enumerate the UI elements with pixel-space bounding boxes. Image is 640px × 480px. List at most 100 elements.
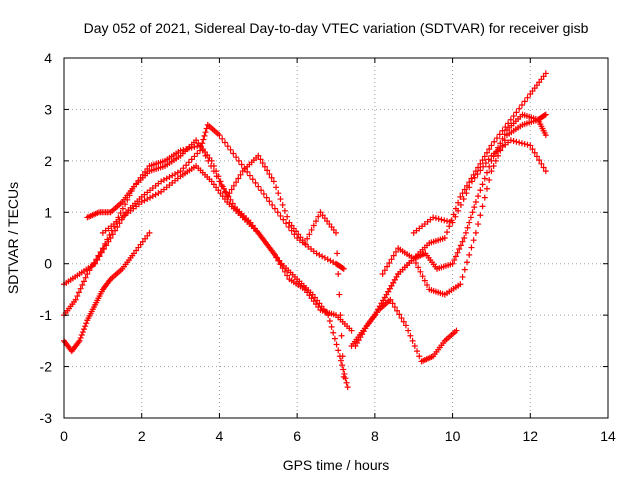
data-point xyxy=(93,256,100,263)
data-point xyxy=(533,153,540,160)
data-point xyxy=(483,185,490,192)
data-point xyxy=(201,132,208,139)
data-point xyxy=(255,152,262,159)
data-point xyxy=(486,163,493,170)
data-point xyxy=(339,265,346,272)
data-point xyxy=(455,207,462,214)
data-point xyxy=(77,285,84,292)
chart-title: Day 052 of 2021, Sidereal Day-to-day VTE… xyxy=(84,20,589,36)
data-point xyxy=(398,315,405,322)
data-point xyxy=(430,214,437,221)
data-point xyxy=(510,113,517,120)
plot-frame xyxy=(63,57,609,419)
data-point xyxy=(249,176,256,183)
data-point xyxy=(457,281,464,288)
data-point xyxy=(466,219,473,226)
data-layer xyxy=(61,70,549,391)
x-tick-label: 2 xyxy=(138,428,146,444)
data-point xyxy=(225,193,232,200)
x-tick-label: 12 xyxy=(522,428,538,444)
data-point xyxy=(266,171,273,178)
data-point xyxy=(310,222,317,229)
data-point xyxy=(100,246,107,253)
data-point xyxy=(328,323,335,330)
data-point xyxy=(407,332,414,339)
data-point xyxy=(308,226,315,233)
data-point xyxy=(235,175,242,182)
data-point xyxy=(340,373,347,380)
data-point xyxy=(315,213,322,220)
data-point xyxy=(444,218,451,225)
data-point xyxy=(229,200,236,207)
data-point xyxy=(96,253,103,260)
data-point xyxy=(269,201,276,208)
data-point xyxy=(177,168,184,175)
data-point xyxy=(388,256,395,263)
data-point xyxy=(227,146,234,153)
data-point xyxy=(97,248,104,255)
data-point xyxy=(470,171,477,178)
data-point xyxy=(84,271,91,277)
data-point xyxy=(435,215,442,222)
data-point xyxy=(419,273,426,280)
data-point xyxy=(464,259,471,266)
data-point xyxy=(394,307,401,314)
data-point xyxy=(284,213,291,220)
data-point xyxy=(542,132,549,139)
data-point xyxy=(348,327,355,334)
data-point xyxy=(518,140,525,147)
data-point xyxy=(457,193,464,200)
data-point xyxy=(469,209,476,216)
data-point xyxy=(466,184,473,191)
data-point xyxy=(86,267,93,274)
data-point xyxy=(217,178,224,185)
x-tick-label: 0 xyxy=(60,428,68,444)
series-arc-j xyxy=(410,137,549,236)
data-point xyxy=(396,311,403,318)
data-point xyxy=(486,176,493,183)
data-point xyxy=(275,257,282,264)
data-point xyxy=(479,181,486,188)
data-point xyxy=(444,229,451,236)
data-point xyxy=(541,112,548,119)
data-point xyxy=(402,322,409,329)
data-point xyxy=(491,138,498,145)
data-point xyxy=(216,132,223,139)
data-point xyxy=(95,252,102,259)
data-point xyxy=(477,212,484,219)
data-point xyxy=(263,194,270,201)
data-point xyxy=(416,353,423,360)
data-point xyxy=(338,332,345,339)
data-point xyxy=(475,193,482,200)
data-point xyxy=(107,235,114,241)
data-point xyxy=(510,138,517,145)
data-point xyxy=(277,196,284,203)
x-tick-label: 10 xyxy=(445,428,461,444)
data-point xyxy=(441,217,448,224)
data-point xyxy=(235,157,242,164)
data-point xyxy=(452,213,459,220)
data-point xyxy=(281,268,288,275)
data-point xyxy=(330,329,337,336)
data-point xyxy=(333,229,339,236)
data-point xyxy=(390,252,397,259)
data-point xyxy=(313,218,320,225)
data-point xyxy=(183,162,190,169)
data-point xyxy=(391,304,398,311)
data-point xyxy=(414,348,421,355)
data-point xyxy=(266,198,273,205)
data-point xyxy=(449,219,456,226)
y-tick-label: 4 xyxy=(44,50,52,66)
data-point xyxy=(74,293,81,300)
data-point xyxy=(270,178,277,185)
data-point xyxy=(507,137,514,144)
data-point xyxy=(228,186,235,193)
data-point xyxy=(479,203,486,210)
data-point xyxy=(461,235,468,241)
data-point xyxy=(481,153,488,160)
data-point xyxy=(215,173,222,180)
data-point xyxy=(451,257,458,264)
